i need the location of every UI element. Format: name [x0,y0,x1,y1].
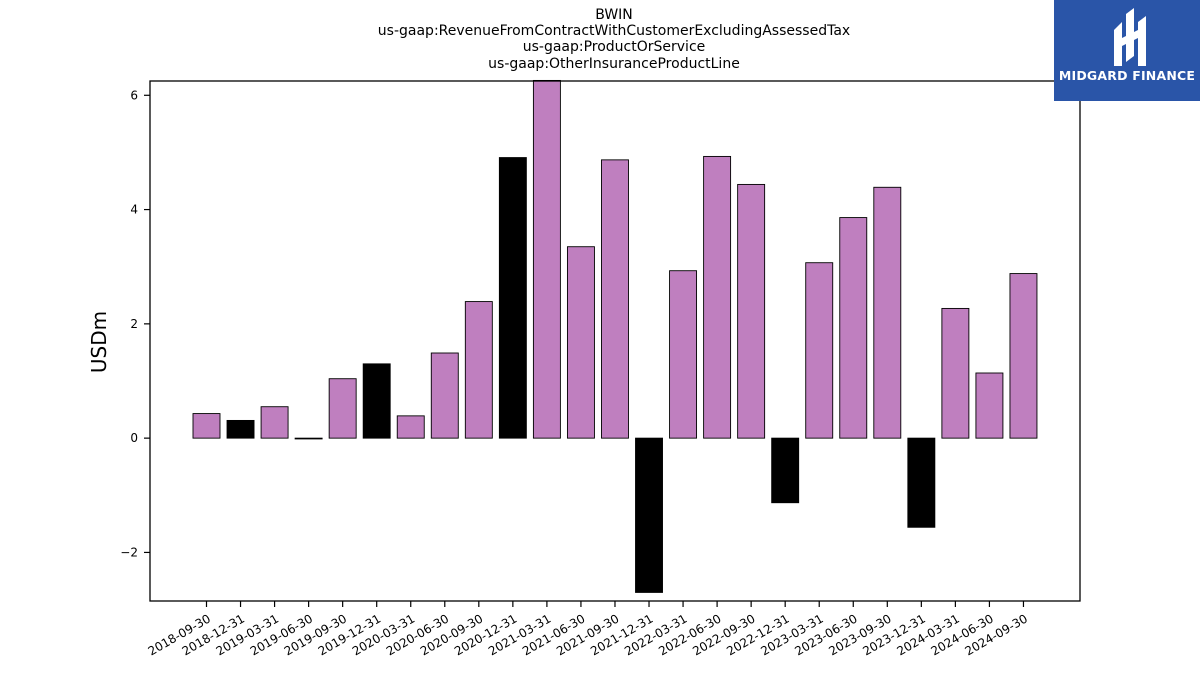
x-axis: 2018-09-302018-12-312019-03-312019-06-30… [146,601,1030,658]
y-tick-label: 6 [130,88,138,102]
chart-title-line-4: us-gaap:OtherInsuranceProductLine [488,56,740,72]
bar-2019-09-30 [328,378,357,439]
bar-2021-06-30 [566,246,595,439]
bar-2020-09-30 [464,301,493,439]
bar-2020-12-31 [498,157,527,439]
bar-2021-03-31 [532,79,561,439]
bar-2021-12-31 [635,437,663,593]
bar-2024-09-30 [1009,273,1038,439]
bar-2021-09-30 [601,159,629,439]
y-axis: −2 0 2 4 6 [120,88,150,559]
bar-2024-06-30 [975,372,1004,439]
bar-2023-06-30 [839,217,868,439]
bar-2023-12-31 [907,437,936,528]
bar-2023-09-30 [873,186,902,439]
brand-name: MIDGARD FINANCE [1058,68,1196,83]
bar-2018-09-30 [192,413,221,439]
bar-2024-03-31 [941,307,970,439]
y-tick-label: 0 [130,431,138,445]
bar-2019-12-31 [362,363,391,439]
bar-2019-03-31 [260,406,289,439]
bar-2019-06-30 [294,437,323,440]
chart-title-line-2: us-gaap:RevenueFromContractWithCustomerE… [377,23,851,39]
midgard-logo-icon [1114,8,1146,66]
chart-title-line-3: us-gaap:ProductOrService [522,39,706,55]
bar-2020-03-31 [396,415,425,439]
bars-group [192,79,1038,593]
bar-2020-06-30 [430,352,459,439]
bar-2022-06-30 [703,155,732,439]
brand-logo: MIDGARD FINANCE [1054,0,1200,101]
y-tick-label: 2 [130,317,138,331]
bar-2022-12-31 [771,437,800,504]
chart-title-line-1: BWIN [595,7,633,23]
y-tick-label: 4 [130,203,138,217]
bar-2022-09-30 [737,183,766,439]
y-axis-label: USDm [87,311,111,373]
bar-2022-03-31 [669,270,698,439]
bar-2018-12-31 [226,419,255,439]
y-tick-label: −2 [120,545,138,559]
bar-2023-03-31 [805,262,834,439]
